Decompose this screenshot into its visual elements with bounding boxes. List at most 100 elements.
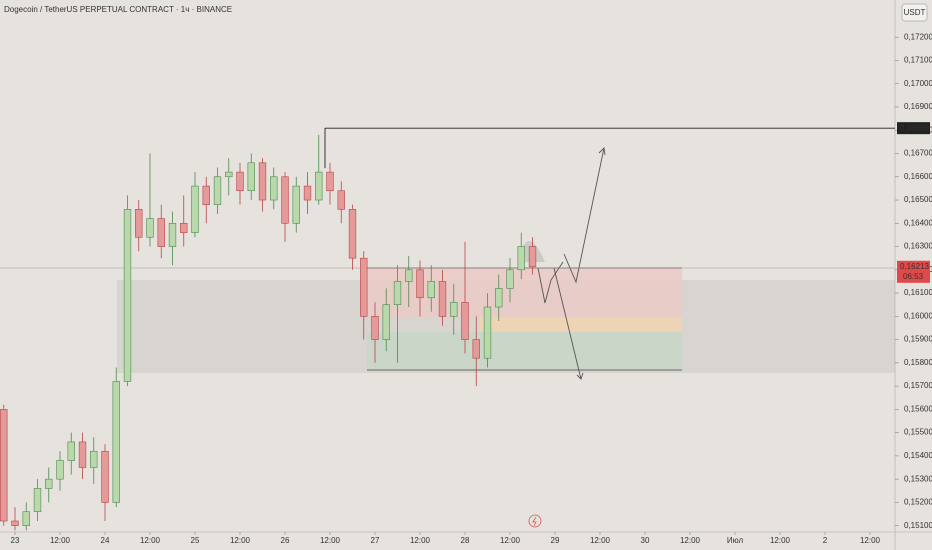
candle-body xyxy=(168,222,177,247)
y-tick-label: 0,16300 xyxy=(904,242,932,251)
y-tick-label: 0,15600 xyxy=(904,404,932,413)
y-tick-label: 0,15100 xyxy=(904,521,932,530)
candle-body xyxy=(281,176,289,224)
candle-body xyxy=(247,162,255,192)
y-tick-label: 0,15300 xyxy=(904,474,932,483)
path-arrow xyxy=(537,261,564,304)
candle-body xyxy=(33,488,42,513)
candle-body xyxy=(225,171,233,178)
candle-body xyxy=(371,316,379,340)
x-tick-label: 30 xyxy=(641,536,650,545)
candle-body xyxy=(360,257,368,317)
x-tick-label: 25 xyxy=(191,536,200,545)
candle-body xyxy=(0,409,8,522)
candle-body xyxy=(483,306,492,359)
y-tick-label: 0,16700 xyxy=(904,149,932,158)
candle-body xyxy=(157,218,165,247)
y-tick-label: 0,17200 xyxy=(904,32,932,41)
target-zone xyxy=(367,332,682,370)
x-tick-label: 2 xyxy=(823,536,828,545)
candle-body xyxy=(450,302,458,317)
candle-body xyxy=(337,190,345,210)
candle-body xyxy=(135,209,143,238)
candle-body xyxy=(67,441,75,461)
candle-body xyxy=(270,176,278,201)
y-tick-label: 0,16400 xyxy=(904,218,932,227)
candle-body xyxy=(348,209,357,259)
x-tick-label: 27 xyxy=(371,536,380,545)
y-tick-label: 0,15800 xyxy=(904,358,932,367)
y-tick-label: 0,17000 xyxy=(904,79,932,88)
candle-body xyxy=(495,288,503,308)
candle-body xyxy=(472,339,480,359)
level-label: 0,16809 xyxy=(900,123,929,132)
last-price-box xyxy=(897,260,930,283)
candle-body xyxy=(528,246,537,268)
candle-body xyxy=(22,511,30,526)
candle-body xyxy=(326,171,334,192)
y-tick-label: 0,15500 xyxy=(904,428,932,437)
candle-body xyxy=(438,281,447,317)
countdown: 06:53 xyxy=(903,272,924,281)
candle-body xyxy=(506,269,514,289)
candle-body xyxy=(292,185,300,224)
arrowhead xyxy=(576,372,584,380)
candle-body xyxy=(416,269,424,299)
event-icon[interactable] xyxy=(528,514,542,528)
last-price-label: 0,16213 xyxy=(900,262,929,271)
y-tick-label: 0,16100 xyxy=(904,288,932,297)
candle-body xyxy=(303,185,312,201)
candle-body xyxy=(123,209,132,382)
entry-zone xyxy=(480,317,682,332)
x-tick-label: 12:00 xyxy=(860,536,881,545)
up-arrow xyxy=(563,147,605,284)
y-tick-label: 0,16000 xyxy=(904,311,932,320)
y-tick-label: 0,16600 xyxy=(904,172,932,181)
candle-body xyxy=(146,218,154,238)
x-tick-label: 12:00 xyxy=(140,536,161,545)
x-tick-label: 12:00 xyxy=(770,536,791,545)
y-tick-label: 0,16500 xyxy=(904,195,932,204)
x-tick-label: 12:00 xyxy=(500,536,521,545)
candle-body xyxy=(180,222,188,233)
candle-body xyxy=(258,162,267,201)
candle-body xyxy=(405,269,413,282)
candle-body xyxy=(427,281,435,299)
candle-body xyxy=(202,185,210,205)
x-tick-label: 12:00 xyxy=(230,536,251,545)
x-tick-label: 12:00 xyxy=(680,536,701,545)
x-tick-label: Июл xyxy=(727,536,744,545)
candle-body xyxy=(382,304,390,340)
x-tick-label: 12:00 xyxy=(320,536,341,545)
candle-body xyxy=(213,176,222,205)
event-icon-glyph xyxy=(532,516,537,527)
x-tick-label: 29 xyxy=(551,536,560,545)
level-label-box xyxy=(897,122,930,135)
y-tick-label: 0,15200 xyxy=(904,498,932,507)
x-tick-label: 24 xyxy=(101,536,110,545)
x-tick-label: 26 xyxy=(281,536,290,545)
candle-body xyxy=(517,246,525,271)
chart-title: Dogecoin / TetherUS PERPETUAL CONTRACT ·… xyxy=(4,5,232,14)
down-arrow xyxy=(553,267,582,380)
x-tick-label: 12:00 xyxy=(50,536,71,545)
x-tick-label: 23 xyxy=(11,536,20,545)
stop-zone xyxy=(367,268,682,317)
x-tick-label: 12:00 xyxy=(410,536,431,545)
arrowhead xyxy=(598,147,606,156)
y-tick-label: 0,15900 xyxy=(904,335,932,344)
candle-body xyxy=(90,450,98,468)
candle-body xyxy=(191,185,199,233)
candle-body xyxy=(112,381,120,503)
y-tick-label: 0,15400 xyxy=(904,451,932,460)
candle-body xyxy=(11,520,19,526)
candle-body xyxy=(45,478,53,489)
currency-button[interactable] xyxy=(901,3,928,22)
x-tick-label: 28 xyxy=(461,536,470,545)
y-tick-label: 0,17100 xyxy=(904,56,932,65)
currency-label[interactable]: USDT xyxy=(904,8,926,17)
candle-body xyxy=(56,460,64,480)
candle-body xyxy=(101,450,109,503)
y-tick-label: 0,15700 xyxy=(904,381,932,390)
